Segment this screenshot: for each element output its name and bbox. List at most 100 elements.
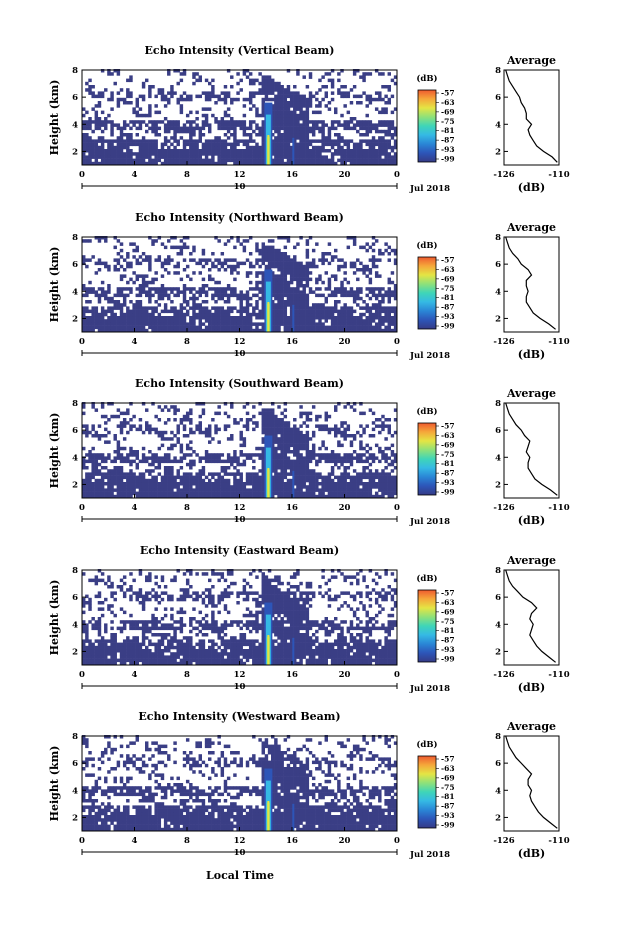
profile-y-tick-label: 6 <box>495 93 501 103</box>
profile-x-tick-label: -110 <box>548 337 569 347</box>
y-tick-label: 2 <box>72 314 78 324</box>
profile-x-tick-label: -110 <box>548 170 569 180</box>
x-tick-label: 4 <box>132 670 138 680</box>
rain-column <box>292 305 294 332</box>
colorbar-tick-label: -57 <box>441 422 455 431</box>
colorbar-tick-label: -99 <box>441 821 455 830</box>
colorbar-tick-label: -57 <box>441 256 455 265</box>
profile-y-tick-label: 2 <box>495 147 501 157</box>
colorbar-tick-label: -93 <box>441 145 455 154</box>
colorbar-tick-label: -63 <box>441 431 455 440</box>
colorbar-unit: (dB) <box>416 739 437 750</box>
x-tick-label: 20 <box>339 337 351 347</box>
colorbar-tick-label: -57 <box>441 589 455 598</box>
colorbar-tick-label: -87 <box>441 469 455 478</box>
profile-x-tick-label: -110 <box>548 670 569 680</box>
profile-frame <box>504 70 559 165</box>
y-tick-label: 8 <box>72 66 78 76</box>
colorbar-tick-label: -69 <box>441 607 455 616</box>
colorbar-tick-label: -57 <box>441 755 455 764</box>
profile-xlabel: (dB) <box>518 348 545 361</box>
colorbar-tick-label: -63 <box>441 265 455 274</box>
rain-column <box>267 801 269 831</box>
rain-column <box>267 635 269 665</box>
x-tick-label: 4 <box>132 170 138 180</box>
x-tick-label: 20 <box>339 836 351 846</box>
x-tick-label: 0 <box>394 836 400 846</box>
y-axis-label: Height (km) <box>48 746 61 822</box>
profile-y-tick-label: 4 <box>495 453 501 463</box>
y-tick-label: 4 <box>72 786 78 796</box>
colorbar-tick-label: -69 <box>441 274 455 283</box>
x-tick-label: 4 <box>132 337 138 347</box>
colorbar-tick-label: -81 <box>441 626 455 635</box>
x-tick-label: 20 <box>339 170 351 180</box>
panel-title: Echo Intensity (Vertical Beam) <box>144 44 334 57</box>
colorbar <box>418 257 436 329</box>
profile-y-tick-label: 6 <box>495 759 501 769</box>
colorbar-tick-label: -81 <box>441 792 455 801</box>
y-tick-label: 6 <box>72 759 78 769</box>
y-axis-label: Height (km) <box>48 247 61 323</box>
y-tick-label: 2 <box>72 480 78 490</box>
panel-0: Echo Intensity (Vertical Beam)2468Height… <box>48 44 570 194</box>
profile-frame <box>504 237 559 332</box>
y-tick-label: 8 <box>72 233 78 243</box>
panel-title: Echo Intensity (Northward Beam) <box>135 211 344 224</box>
profile-y-tick-label: 2 <box>495 647 501 657</box>
profile-y-tick-label: 2 <box>495 314 501 324</box>
profile-y-tick-label: 8 <box>495 399 501 409</box>
x-tick-label: 8 <box>184 337 190 347</box>
y-tick-label: 4 <box>72 120 78 130</box>
date-label: 10 <box>234 349 246 359</box>
x-tick-label: 0 <box>394 337 400 347</box>
panel-2: Echo Intensity (Southward Beam)2468Heigh… <box>48 377 570 527</box>
profile-y-tick-label: 6 <box>495 260 501 270</box>
profile-title: Average <box>506 221 556 234</box>
rain-column <box>267 468 269 498</box>
rain-column <box>292 804 294 831</box>
y-tick-label: 8 <box>72 732 78 742</box>
x-tick-label: 16 <box>286 670 298 680</box>
profile-xlabel: (dB) <box>518 681 545 694</box>
y-tick-label: 2 <box>72 147 78 157</box>
colorbar-tick-label: -75 <box>441 617 455 626</box>
colorbar-tick-label: -63 <box>441 764 455 773</box>
y-tick-label: 2 <box>72 647 78 657</box>
rain-column <box>292 471 294 498</box>
colorbar-tick-label: -75 <box>441 117 455 126</box>
colorbar-tick-label: -69 <box>441 440 455 449</box>
local-time-xlabel: Local Time <box>206 869 274 882</box>
profile-x-tick-label: -126 <box>493 670 514 680</box>
x-tick-label: 0 <box>79 836 85 846</box>
y-axis-label: Height (km) <box>48 413 61 489</box>
y-axis-label: Height (km) <box>48 580 61 656</box>
x-tick-label: 16 <box>286 836 298 846</box>
colorbar-tick-label: -63 <box>441 98 455 107</box>
rain-column <box>267 302 269 332</box>
date-label: 10 <box>234 848 246 858</box>
profile-y-tick-label: 2 <box>495 480 501 490</box>
profile-y-tick-label: 8 <box>495 66 501 76</box>
x-tick-label: 16 <box>286 503 298 513</box>
y-tick-label: 6 <box>72 593 78 603</box>
colorbar-tick-label: -99 <box>441 322 455 331</box>
y-tick-label: 8 <box>72 566 78 576</box>
profile-title: Average <box>506 720 556 733</box>
profile-y-tick-label: 4 <box>495 120 501 130</box>
profile-x-tick-label: -110 <box>548 836 569 846</box>
colorbar-tick-label: -81 <box>441 293 455 302</box>
x-tick-label: 20 <box>339 503 351 513</box>
profile-title: Average <box>506 54 556 67</box>
colorbar <box>418 756 436 828</box>
profile-x-tick-label: -126 <box>493 503 514 513</box>
profile-x-tick-label: -126 <box>493 337 514 347</box>
colorbar-tick-label: -87 <box>441 636 455 645</box>
colorbar-tick-label: -75 <box>441 450 455 459</box>
profile-y-tick-label: 6 <box>495 593 501 603</box>
x-tick-label: 0 <box>79 337 85 347</box>
x-tick-label: 0 <box>79 170 85 180</box>
colorbar-tick-label: -87 <box>441 136 455 145</box>
x-tick-label: 0 <box>394 170 400 180</box>
